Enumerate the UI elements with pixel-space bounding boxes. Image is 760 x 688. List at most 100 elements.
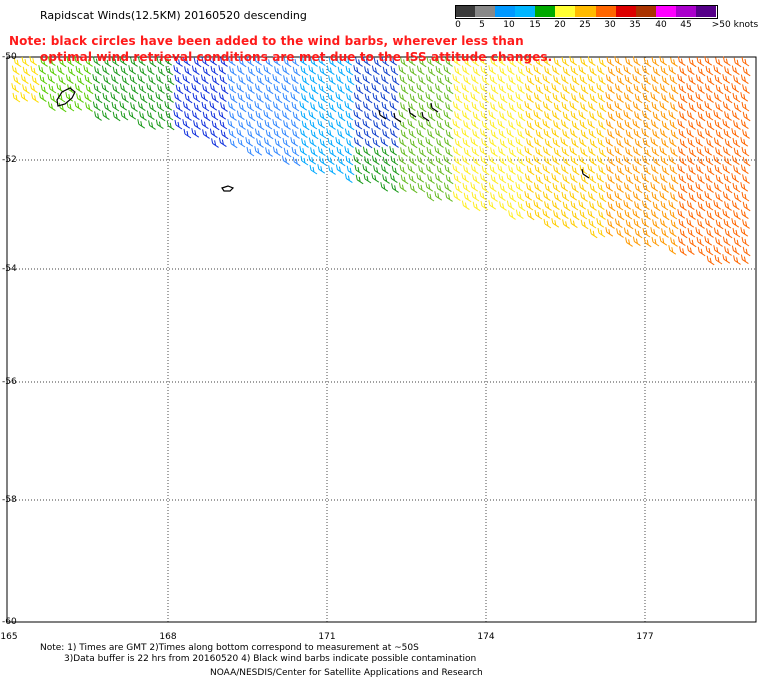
wind-barb: [697, 201, 706, 212]
wind-barb: [220, 129, 229, 140]
wind-barb: [614, 56, 623, 66]
wind-barb: [155, 92, 164, 102]
wind-barb: [335, 74, 344, 85]
wind-barb: [704, 191, 713, 201]
wind-barb: [128, 65, 137, 75]
wind-barb: [643, 210, 651, 220]
wind-barb: [427, 156, 436, 167]
wind-barb: [741, 101, 750, 112]
wind-barb: [399, 164, 408, 175]
wind-barb: [166, 120, 175, 131]
wind-barb: [506, 173, 515, 183]
wind-barb: [634, 201, 642, 211]
wind-barb: [713, 65, 722, 75]
wind-barb: [101, 110, 110, 121]
color-scale-swatch: [515, 5, 536, 17]
wind-barb: [165, 110, 174, 121]
wind-barb: [607, 219, 615, 229]
wind-barb: [632, 101, 641, 112]
wind-barb: [542, 146, 551, 157]
wind-barb: [22, 84, 30, 94]
wind-barb: [20, 74, 29, 85]
wind-barb: [561, 56, 570, 67]
wind-barb: [454, 138, 463, 149]
wind-barb: [569, 191, 578, 201]
wind-barb: [695, 137, 704, 147]
wind-barb: [452, 119, 461, 129]
wind-barb: [373, 57, 382, 68]
wind-barb: [326, 110, 335, 121]
wind-barb: [660, 65, 669, 76]
lat-label-58: -58: [2, 495, 17, 505]
wind-barb: [652, 201, 661, 212]
wind-barb: [587, 209, 596, 219]
wind-barb: [119, 83, 128, 94]
wind-barb: [209, 101, 218, 111]
wind-barb: [524, 146, 533, 156]
wind-barb: [49, 93, 58, 104]
wind-barb: [596, 110, 605, 121]
wind-barb: [544, 93, 553, 104]
wind-barb: [110, 92, 119, 102]
wind-barb: [353, 110, 362, 120]
wind-barb: [265, 147, 273, 157]
wind-barb: [129, 74, 138, 85]
wind-barb: [290, 74, 299, 85]
wind-barb: [641, 155, 650, 166]
wind-barb: [317, 56, 326, 67]
wind-barb: [515, 119, 524, 130]
wind-barb: [463, 102, 472, 113]
wind-barb: [479, 173, 488, 184]
wind-barb: [634, 66, 642, 76]
wind-barb: [418, 147, 427, 158]
wind-barb: [668, 65, 677, 75]
wind-barb: [461, 110, 470, 121]
wind-barb: [193, 102, 202, 113]
wind-barb: [66, 56, 75, 67]
wind-barb: [515, 137, 524, 147]
wind-barb: [245, 137, 254, 147]
wind-barb: [722, 209, 731, 219]
wind-barb: [31, 75, 40, 86]
wind-barb: [706, 255, 715, 266]
wind-barb: [579, 209, 588, 220]
wind-barb: [651, 236, 660, 247]
wind-barb: [326, 155, 335, 166]
wind-barb: [625, 57, 633, 67]
wind-barb: [337, 66, 346, 77]
contamination-barb: [581, 168, 590, 179]
wind-barb: [479, 191, 488, 201]
wind-barb: [76, 75, 85, 86]
wind-barb: [570, 155, 579, 166]
wind-barb: [596, 218, 605, 228]
wind-barb: [425, 137, 434, 147]
wind-barb: [688, 210, 696, 220]
wind-barb: [436, 75, 445, 86]
wind-barb: [634, 228, 643, 239]
wind-barb: [434, 146, 443, 156]
wind-barb: [742, 174, 750, 184]
wind-barb: [92, 74, 101, 84]
wind-barb: [453, 83, 462, 94]
wind-barb: [642, 92, 651, 103]
wind-barb: [507, 182, 516, 193]
wind-barb: [219, 119, 228, 130]
wind-barb: [560, 92, 569, 102]
wind-barb: [688, 147, 697, 158]
wind-barb: [445, 192, 453, 202]
wind-barb: [174, 119, 183, 130]
wind-barb: [380, 119, 389, 130]
wind-barb: [704, 146, 713, 156]
wind-barb: [193, 57, 202, 68]
wind-barb: [560, 182, 569, 192]
wind-barb: [65, 74, 74, 85]
wind-barb: [182, 74, 191, 84]
wind-barb: [381, 56, 390, 67]
wind-barb: [254, 146, 263, 156]
wind-barb: [112, 111, 121, 122]
wind-barb: [236, 65, 245, 76]
wind-barb: [589, 201, 597, 211]
wind-barb: [615, 65, 624, 76]
wind-barb: [263, 92, 272, 103]
